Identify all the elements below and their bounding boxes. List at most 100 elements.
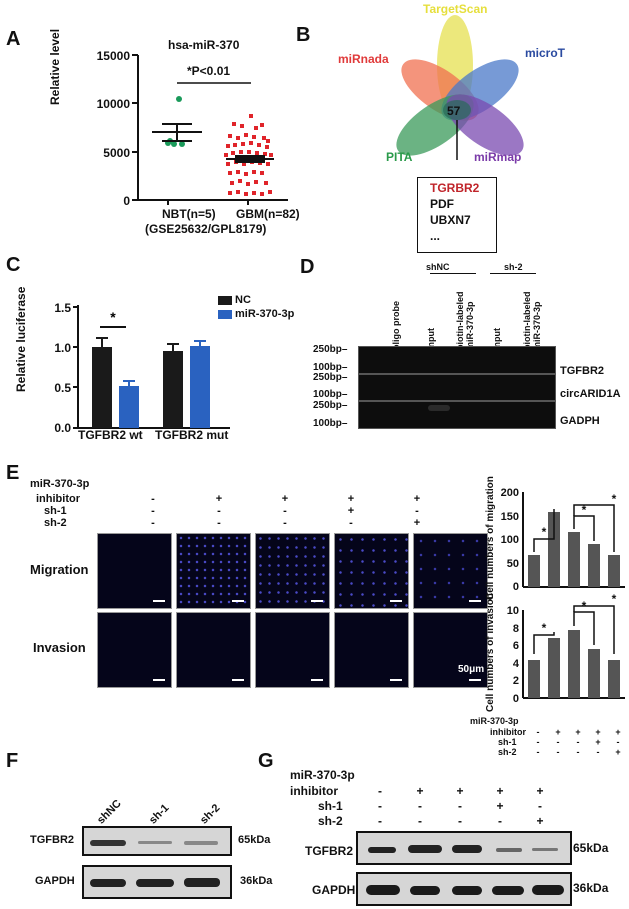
cond-g-title: miR-370-3p — [290, 768, 355, 782]
chart-a-title: hsa-miR-370 — [168, 38, 240, 52]
cond-cell: + — [347, 493, 355, 505]
band — [452, 886, 482, 895]
marker: 100bp– — [313, 389, 348, 400]
cond-cell: + — [496, 799, 504, 813]
cond-cell: - — [556, 747, 560, 757]
gel-lane-biotin-2: biotin-labeled miR-370-3p — [522, 292, 542, 351]
venn-label-microt: microT — [525, 46, 566, 60]
legend-nc: NC — [218, 294, 251, 306]
gel-band — [428, 405, 450, 411]
gel-lane-biotin-1-line2: miR-370-3p — [465, 301, 475, 350]
chart-a-scatter: 15000 10000 5000 0 — [97, 50, 288, 208]
gel-row-gadph — [358, 401, 556, 429]
legend-swatch-nc — [218, 295, 232, 305]
svg-text:0.0: 0.0 — [54, 421, 71, 435]
blot-f-lane-sh1: sh-1 — [147, 802, 172, 827]
cond-g-sh2: sh-2 — [318, 814, 343, 828]
band — [366, 885, 400, 895]
gel-row-circarid1a — [358, 374, 556, 401]
panel-label-c: C — [6, 254, 21, 276]
scale-bar — [390, 679, 402, 681]
venn-label-mirnada: miRnada — [338, 52, 389, 66]
cond-cell: - — [151, 517, 155, 529]
micro-migration-1 — [97, 533, 172, 609]
gene-list-box: TGRBR2 PDF UBXN7 ... — [417, 177, 497, 253]
cond-cell: - — [576, 737, 580, 747]
cond-cell: + — [413, 517, 421, 529]
scale-bar — [232, 679, 244, 681]
cond-cell: + — [536, 814, 544, 828]
chart-c-ylabel: Relative luciferase — [14, 286, 28, 392]
cond-e2-grid: - + + + + - - - + - - - - - + — [528, 727, 628, 757]
svg-text:8: 8 — [513, 623, 519, 635]
blot-g-label-tgfbr2: TGFBR2 — [305, 844, 353, 858]
cond-cell: - — [217, 517, 221, 529]
panel-label-a: A — [6, 28, 21, 50]
cond-cell: - — [151, 493, 155, 505]
band — [90, 840, 126, 846]
blot-f-label-tgfbr2: TGFBR2 — [30, 834, 74, 846]
cond-e2-inhibitor: inhibitor — [490, 727, 526, 737]
panel-label-f: F — [6, 750, 19, 772]
cond-cell: - — [418, 799, 422, 813]
panel-label-b: B — [296, 24, 311, 46]
marker: 250bp– — [313, 344, 348, 355]
cond-g-sh1: sh-1 — [318, 799, 343, 813]
gel-lane-biotin-2-line2: miR-370-3p — [532, 301, 542, 350]
venn-label-pita: PITA — [386, 150, 413, 164]
cond-cell: + — [555, 727, 561, 737]
gene-ubxn7: UBXN7 — [430, 213, 471, 227]
chart-e-migration-ylabel: Cell numbers of migration — [485, 476, 496, 600]
band — [492, 886, 524, 895]
svg-text:6: 6 — [513, 640, 519, 652]
blot-f-gapdh — [82, 865, 232, 899]
svg-text:*: * — [542, 621, 547, 635]
scale-bar — [390, 600, 402, 602]
marker: 250bp– — [313, 400, 348, 411]
gel-lane-biotin-2-line1: biotin-labeled — [522, 291, 532, 351]
band — [532, 885, 564, 895]
cond-cell: - — [283, 517, 287, 529]
band — [136, 879, 174, 887]
micro-migration-3 — [255, 533, 330, 609]
cond-e-title: miR-370-3p — [30, 478, 90, 490]
chart-e-invasion-ylabel: Cell numbers of invasion — [485, 593, 496, 712]
scale-bar — [232, 600, 244, 602]
band — [368, 847, 396, 853]
gene-ellipsis: ... — [430, 229, 441, 243]
marker: 100bp– — [313, 418, 348, 429]
band — [496, 848, 522, 852]
cond-cell: - — [418, 814, 422, 828]
venn-label-mirmap: miRmap — [474, 150, 522, 164]
svg-text:2: 2 — [513, 675, 519, 687]
svg-text:0: 0 — [123, 194, 130, 208]
cond-cell: - — [556, 737, 560, 747]
chart-c-xtick-mut: TGFBR2 mut — [155, 428, 229, 442]
scale-bar-label: 50μm — [458, 664, 485, 675]
svg-text:10: 10 — [507, 605, 519, 617]
gel-lane-oligo: oligo probe — [391, 301, 401, 350]
band — [408, 845, 442, 853]
legend-swatch-mir — [218, 309, 232, 319]
micro-invasion-4 — [334, 612, 409, 688]
cond-e2-sh2: sh-2 — [498, 747, 517, 757]
scale-bar — [311, 600, 323, 602]
gel-label-gadph: GADPH — [560, 415, 600, 427]
cond-cell: - — [596, 747, 600, 757]
scale-bar — [311, 679, 323, 681]
cond-g-inhibitor: inhibitor — [290, 784, 338, 798]
svg-text:1.5: 1.5 — [54, 301, 71, 315]
cond-e2-sh1: sh-1 — [498, 737, 517, 747]
chart-a-ylabel: Relative level — [48, 28, 62, 105]
cond-cell: + — [281, 493, 289, 505]
chart-a-xlabel: (GSE25632/GPL8179) — [145, 222, 267, 236]
blot-f-label-gapdh: GAPDH — [35, 875, 75, 887]
cond-cell: - — [536, 727, 540, 737]
cond-e-sh1: sh-1 — [44, 505, 67, 517]
blot-g-gapdh — [356, 872, 572, 906]
chart-a-annotation: *P<0.01 — [187, 64, 231, 78]
cond-e-inhibitor: inhibitor — [36, 493, 80, 505]
svg-text:4: 4 — [513, 658, 520, 670]
cond-cell: + — [416, 784, 424, 798]
svg-text:15000: 15000 — [97, 50, 131, 63]
